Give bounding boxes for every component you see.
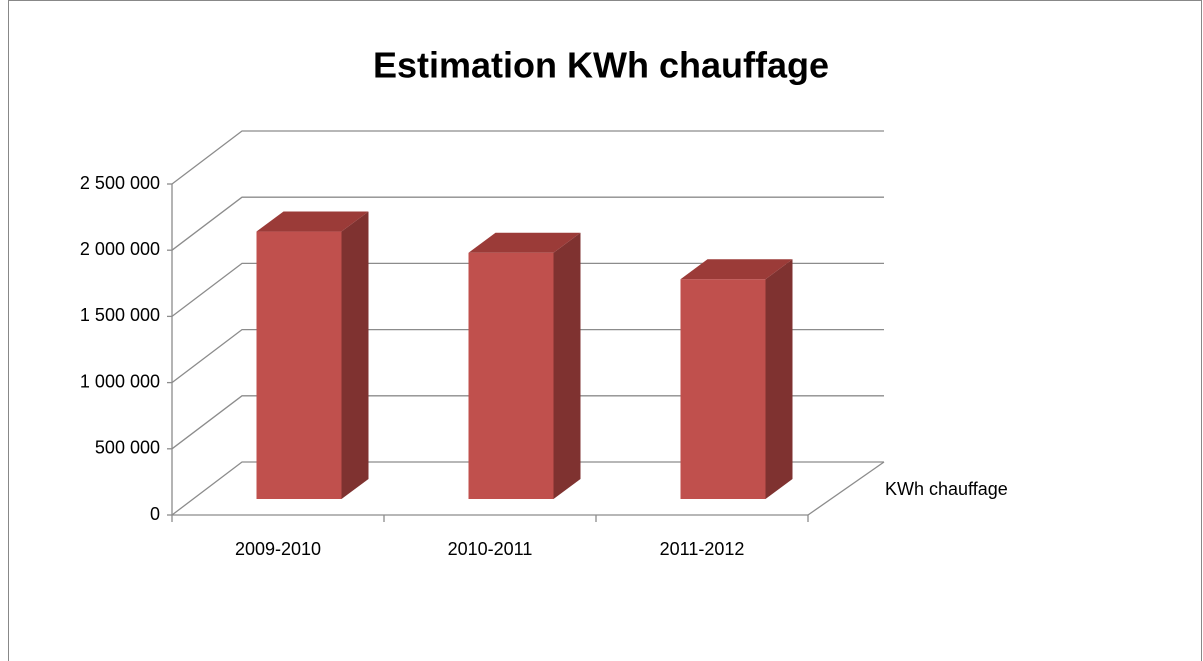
- grid-line: [171, 328, 884, 384]
- legend-label: KWh chauffage: [885, 479, 1008, 499]
- grid-line: [171, 196, 884, 251]
- chart-title: Estimation KWh chauffage: [373, 45, 829, 86]
- bar-top: [256, 211, 369, 232]
- grid-line: [171, 461, 884, 516]
- y-tick-label: 1 000 000: [80, 371, 160, 391]
- bar-side: [553, 232, 581, 499]
- grid-line: [171, 395, 884, 450]
- y-tick-label: 2 000 000: [80, 239, 160, 259]
- y-tick-label: 0: [150, 504, 160, 524]
- bar: [468, 252, 554, 499]
- y-tick-label: 500 000: [95, 438, 160, 458]
- bar-top: [468, 232, 581, 253]
- bar: [680, 279, 766, 499]
- floor-edge: [807, 461, 885, 516]
- y-tick-label: 1 500 000: [80, 305, 160, 325]
- grid-line: [171, 262, 884, 317]
- bar-top: [680, 259, 793, 280]
- x-tick-label: 2009-2010: [235, 539, 321, 559]
- chart-frame: [8, 0, 1202, 661]
- bar: [256, 231, 342, 499]
- y-tick-label: 2 500 000: [80, 173, 160, 193]
- grid-line: [171, 130, 884, 185]
- x-tick-label: 2011-2012: [660, 539, 745, 559]
- x-tick-label: 2010-2011: [448, 539, 533, 559]
- bar-side: [765, 259, 793, 499]
- bar-side: [341, 211, 369, 499]
